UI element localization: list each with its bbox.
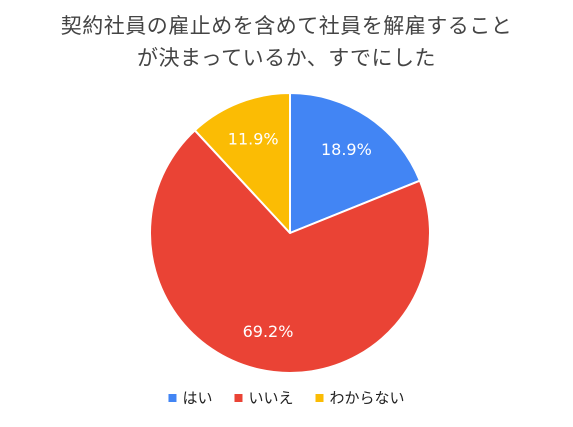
chart-title-line-1: 契約社員の雇止めを含めて社員を解雇すること — [60, 14, 513, 38]
legend-swatch-2 — [234, 394, 243, 402]
chart-legend: はい いいえ わからない — [168, 389, 405, 407]
legend-swatch-1 — [168, 394, 177, 402]
legend-label-1: はい — [182, 389, 212, 407]
legend-label-3: わからない — [330, 389, 405, 407]
pie-labels: 18.9% 69.2% 11.9% — [228, 130, 372, 341]
slice-value-label-2: 69.2% — [243, 322, 294, 341]
legend-label-2: いいえ — [248, 389, 293, 407]
slice-value-label-3: 11.9% — [228, 130, 279, 149]
pie-slice-2 — [149, 129, 431, 374]
pie-slice-1 — [289, 92, 421, 234]
chart-title-line-2: が決まっているか、すでにした — [137, 46, 436, 70]
slice-value-label-1: 18.9% — [321, 140, 372, 159]
pie-slice-3 — [193, 92, 291, 234]
legend-swatch-3 — [315, 394, 324, 402]
legend-item-2: いいえ — [234, 389, 294, 407]
pie-slices — [149, 92, 431, 374]
legend-item-3: わからない — [315, 389, 405, 407]
legend-item-1: はい — [168, 389, 212, 407]
